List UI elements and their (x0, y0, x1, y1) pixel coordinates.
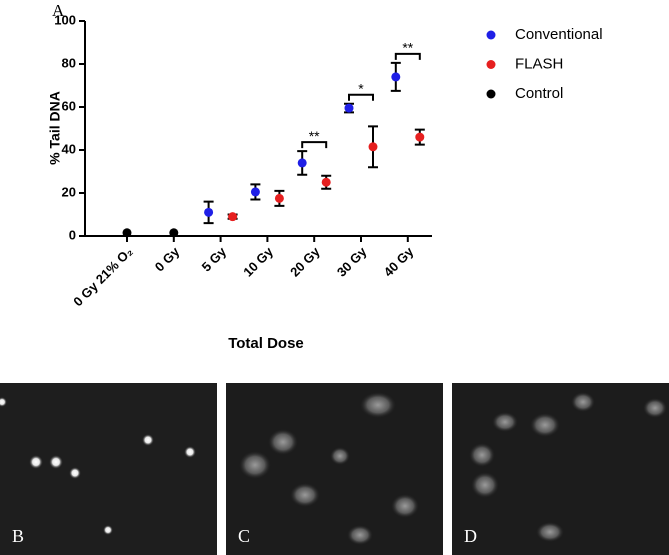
panel-label: A (52, 1, 65, 20)
y-tick-label: 40 (62, 141, 76, 156)
x-tick-label: 40 Gy (381, 243, 417, 279)
data-point (391, 72, 401, 82)
data-point (297, 158, 307, 168)
data-point (321, 177, 331, 187)
legend-marker (486, 89, 496, 99)
data-point (415, 132, 425, 142)
panel-label: B (12, 526, 24, 546)
significance-label: * (358, 80, 364, 96)
y-tick-label: 80 (62, 55, 76, 70)
data-point (274, 193, 284, 203)
data-point (368, 142, 378, 152)
x-tick-label: 5 Gy (199, 243, 230, 274)
y-tick-label: 20 (62, 184, 76, 199)
micrographs: B C D (0, 383, 669, 555)
legend-label: Control (515, 85, 563, 102)
x-tick-label: 0 Gy 21% O₂ (70, 244, 135, 309)
micrograph-b (0, 383, 217, 555)
micrograph-d (452, 383, 669, 555)
legend-label: Conventional (515, 26, 603, 43)
significance-bracket (348, 93, 374, 101)
legend-marker (486, 30, 496, 40)
legend-label: FLASH (515, 55, 563, 72)
significance-bracket (394, 52, 421, 60)
data-point (250, 187, 260, 197)
data-point (122, 228, 132, 238)
y-tick-label: 60 (62, 98, 76, 113)
data-point (228, 212, 238, 222)
significance-label: ** (309, 128, 320, 144)
micrograph-c (226, 383, 443, 555)
x-axis-label: Total Dose (228, 335, 304, 352)
x-tick-label: 20 Gy (287, 243, 323, 279)
data-point (169, 228, 179, 238)
data-point (204, 207, 214, 217)
legend-marker (486, 60, 496, 69)
chart: A % Tail DNA Total Dose 0 20 40 60 80 100 0 Gy… (47, 1, 603, 352)
x-tick-label: 10 Gy (240, 243, 276, 279)
x-tick-label: 30 Gy (334, 243, 370, 279)
panel-label: C (238, 526, 250, 546)
panel-label: D (464, 526, 477, 546)
data-point (344, 103, 354, 113)
y-axis-label: % Tail DNA (47, 91, 63, 165)
significance-bracket (301, 141, 328, 149)
x-tick-label: 0 Gy (152, 243, 183, 274)
significance-label: ** (402, 40, 413, 56)
y-tick-label: 100 (54, 12, 76, 27)
y-tick-label: 0 (69, 227, 76, 242)
